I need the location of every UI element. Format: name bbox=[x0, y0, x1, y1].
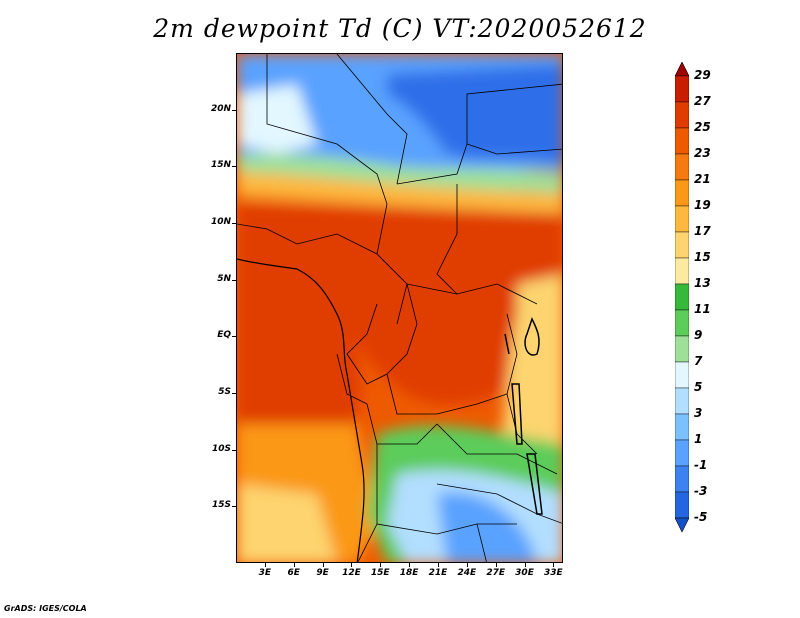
colorbar-level-label: 7 bbox=[694, 354, 703, 368]
colorbar-box bbox=[675, 283, 689, 311]
colorbar-box bbox=[675, 309, 689, 337]
lat-tick-label: EQ bbox=[217, 330, 231, 341]
lat-tick-label: 5S bbox=[218, 387, 231, 397]
colorbar-level-label: -5 bbox=[694, 510, 708, 524]
lat-tick-label: 20N bbox=[210, 103, 231, 114]
colorbar-box bbox=[675, 387, 689, 415]
lon-tick bbox=[495, 563, 497, 567]
map-panel bbox=[236, 53, 563, 563]
colorbar-bottom-triangle bbox=[675, 517, 689, 533]
colorbar-box bbox=[675, 153, 689, 181]
field-layers bbox=[237, 54, 562, 562]
field-sahel-green bbox=[237, 153, 562, 194]
colorbar-level-label: 27 bbox=[694, 94, 711, 108]
colorbar-level-label: 17 bbox=[694, 224, 711, 238]
colorbar-level-label: 11 bbox=[694, 302, 711, 316]
colorbar bbox=[675, 62, 689, 533]
field-south-core bbox=[437, 492, 537, 562]
colorbar-box bbox=[675, 439, 689, 467]
colorbar-level-label: 25 bbox=[694, 120, 711, 134]
lon-tick bbox=[437, 563, 439, 567]
coastline bbox=[237, 258, 365, 562]
lat-tick bbox=[232, 109, 236, 111]
colorbar-box bbox=[675, 127, 689, 155]
lon-tick-label: 21E bbox=[428, 568, 448, 578]
lat-tick-label: 15N bbox=[210, 160, 231, 171]
lat-tick bbox=[232, 506, 236, 508]
field-congo-core bbox=[357, 294, 529, 404]
colorbar-level-label: 23 bbox=[694, 146, 711, 160]
lon-tick bbox=[351, 563, 353, 567]
chart-title: 2m dewpoint Td (C) VT:2020052612 bbox=[153, 14, 647, 43]
field-gulf-coast bbox=[237, 274, 362, 434]
lon-tick bbox=[524, 563, 526, 567]
field-east-highlands bbox=[497, 274, 562, 474]
colorbar-level-label: 19 bbox=[694, 198, 711, 212]
colorbar-box bbox=[675, 465, 689, 493]
colorbar-box bbox=[675, 257, 689, 285]
colorbar-box bbox=[675, 413, 689, 441]
colorbar-level-label: 3 bbox=[694, 406, 703, 420]
lon-tick-label: 24E bbox=[457, 568, 477, 578]
field-sahel-orange bbox=[237, 172, 562, 214]
lon-tick bbox=[380, 563, 382, 567]
colorbar-box bbox=[675, 101, 689, 129]
lat-tick bbox=[232, 166, 236, 168]
colorbar-level-label: 15 bbox=[694, 250, 711, 264]
great-lakes bbox=[504, 317, 543, 515]
field-sahara-west-light bbox=[237, 84, 317, 154]
colorbar-level-label: 13 bbox=[694, 276, 711, 290]
lon-tick-label: 6E bbox=[287, 568, 300, 578]
lon-tick bbox=[553, 563, 555, 567]
colorbar-box bbox=[675, 335, 689, 363]
lat-tick-label: 15S bbox=[211, 500, 231, 511]
colorbar-level-label: 5 bbox=[694, 380, 703, 394]
lon-tick bbox=[322, 563, 324, 567]
lon-tick-label: 18E bbox=[399, 568, 419, 578]
lon-tick-label: 27E bbox=[486, 568, 506, 578]
colorbar-level-label: -1 bbox=[694, 458, 708, 472]
colorbar-box bbox=[675, 491, 689, 519]
colorbar-box bbox=[675, 205, 689, 233]
colorbar-box bbox=[675, 231, 689, 259]
lat-tick-label: 5N bbox=[217, 273, 231, 284]
lat-tick bbox=[232, 393, 236, 394]
lat-tick bbox=[232, 336, 236, 338]
lat-tick bbox=[232, 449, 236, 451]
lon-tick-label: 33E bbox=[544, 568, 563, 578]
dewpoint-map bbox=[237, 54, 562, 562]
lon-tick-label: 12E bbox=[342, 568, 361, 578]
footer-credit: GrADS: IGES/COLA bbox=[4, 604, 87, 613]
lat-tick-label: 10N bbox=[210, 217, 231, 227]
lon-tick-label: 9E bbox=[316, 568, 329, 578]
lat-tick-label: 10S bbox=[211, 443, 231, 454]
lon-tick-label: 3E bbox=[258, 568, 272, 578]
lon-tick bbox=[293, 563, 295, 567]
lat-tick bbox=[232, 223, 236, 224]
lon-tick bbox=[264, 563, 266, 567]
lon-tick bbox=[409, 563, 411, 567]
colorbar-box bbox=[675, 361, 689, 389]
colorbar-level-label: 1 bbox=[694, 432, 703, 446]
colorbar-level-label: -3 bbox=[694, 484, 708, 498]
lat-tick bbox=[232, 279, 236, 281]
colorbar-top-triangle bbox=[675, 62, 689, 77]
colorbar-level-label: 9 bbox=[694, 328, 703, 342]
colorbar-box bbox=[675, 179, 689, 207]
lon-tick-label: 30E bbox=[515, 568, 534, 578]
country-borders bbox=[237, 54, 562, 562]
lon-tick bbox=[466, 563, 468, 567]
field-southwest-light bbox=[237, 484, 337, 562]
lon-tick-label: 15E bbox=[370, 568, 390, 578]
colorbar-level-label: 21 bbox=[694, 172, 711, 186]
colorbar-level-label: 29 bbox=[694, 68, 711, 82]
colorbar-box bbox=[675, 75, 689, 103]
